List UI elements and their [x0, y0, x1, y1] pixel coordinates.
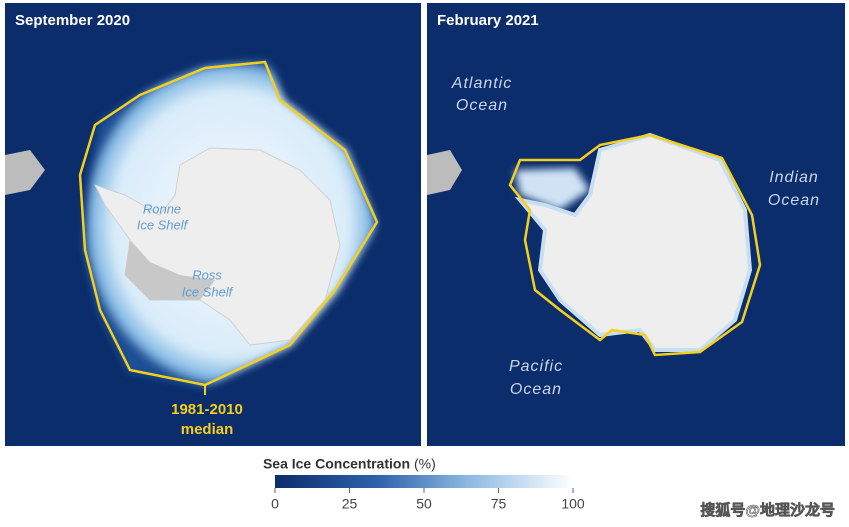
map-label: Ice Shelf	[137, 217, 189, 232]
map-label: Ocean	[768, 192, 820, 209]
south-america	[5, 150, 45, 195]
map-label: Ronne	[143, 201, 181, 216]
colorbar-tick-label: 0	[271, 496, 279, 512]
map-label: Indian	[769, 169, 819, 186]
right-panel: February 2021 Atlantic Ocean Indian Ocea…	[427, 3, 845, 446]
colorbar-tick-label: 50	[416, 496, 432, 512]
ice-shelf-shade	[125, 240, 215, 300]
median-label: median	[181, 421, 234, 438]
colorbar-tick-label: 100	[561, 496, 585, 512]
panel-title: February 2021	[437, 12, 539, 29]
colorbar-title: Sea Ice Concentration	[263, 456, 410, 472]
median-outline	[508, 133, 762, 357]
sea-ice	[515, 168, 590, 210]
map-label: Ocean	[456, 97, 508, 114]
antarctica	[514, 132, 753, 352]
colorbar-unit: (%)	[414, 456, 436, 472]
median-label: 1981-2010	[171, 401, 243, 418]
colorbar-gradient	[275, 475, 573, 488]
colorbar-tick-label: 75	[491, 496, 507, 512]
colorbar-tick-label: 25	[342, 496, 358, 512]
map-label: Pacific	[509, 358, 563, 375]
colorbar: Sea Ice Concentration (%) 0 25 50 75 100	[263, 456, 585, 512]
map-label: Ross	[192, 267, 222, 282]
left-panel: September 2020 Ronne Ice Shelf Ross Ice …	[5, 3, 421, 446]
south-america	[427, 150, 462, 195]
map-label: Ice Shelf	[182, 284, 234, 299]
panel-title: September 2020	[15, 12, 130, 29]
map-label: Ocean	[510, 381, 562, 398]
watermark: 搜狐号@地理沙龙号	[700, 501, 835, 519]
median-outline	[78, 60, 379, 387]
map-label: Atlantic	[451, 75, 512, 92]
